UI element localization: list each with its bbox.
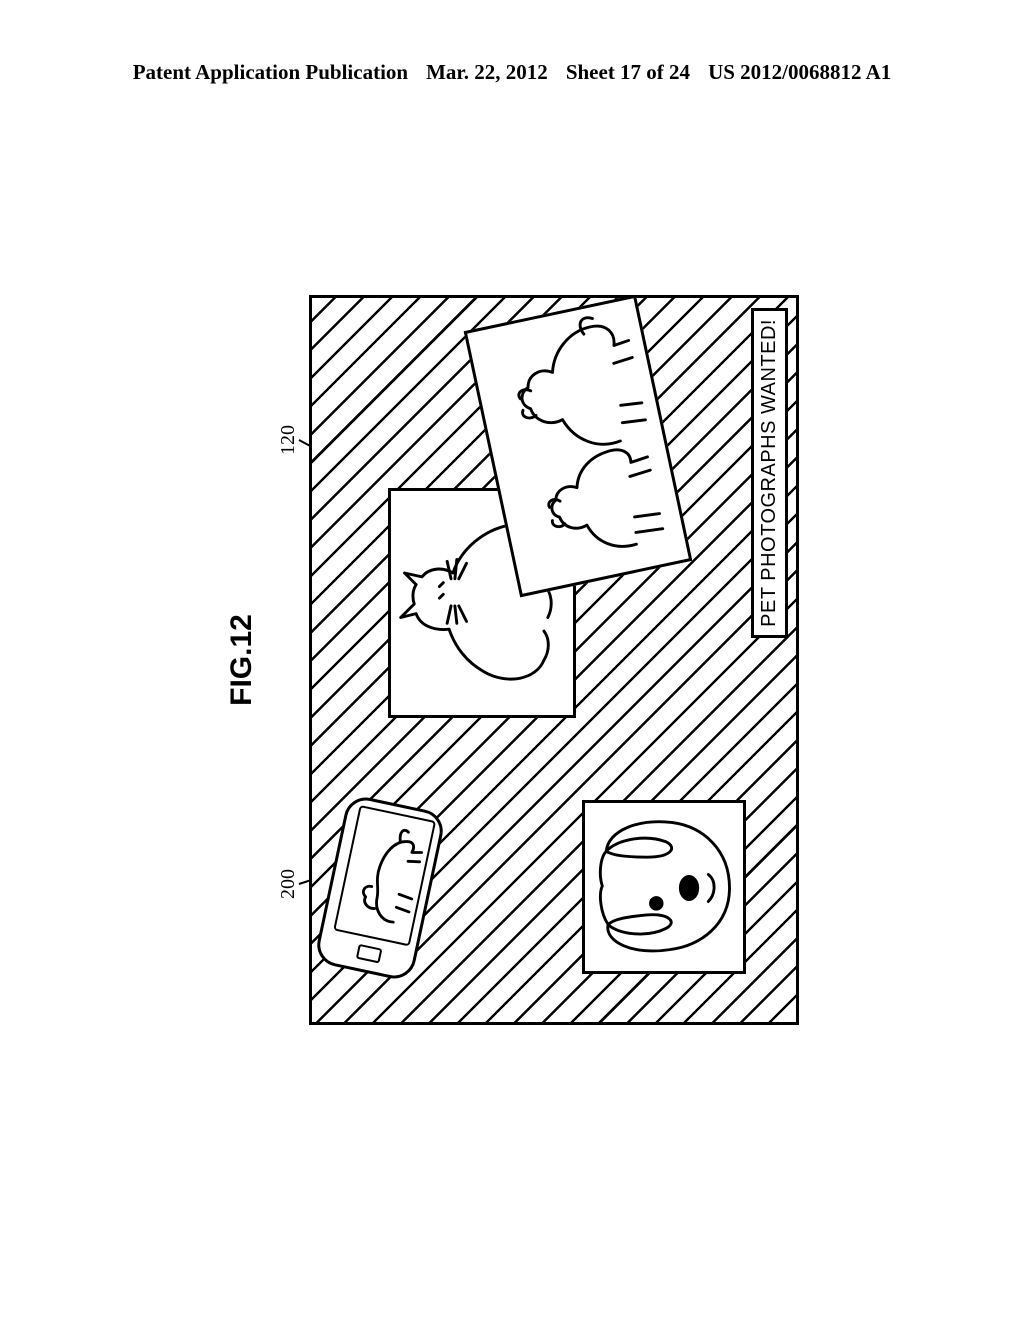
phone-screen	[333, 805, 436, 946]
figure-label: FIG.12	[225, 295, 259, 1025]
ref-numeral-device: 200	[277, 869, 300, 899]
dog-face-sketch	[585, 803, 743, 971]
bulletin-board: PET PHOTOGRAPHS WANTED!	[309, 295, 799, 1025]
ref-numeral-board: 120	[277, 425, 300, 455]
banner-label: PET PHOTOGRAPHS WANTED!	[751, 308, 788, 638]
phone-screen-dog-sketch	[336, 807, 434, 944]
header-date: Mar. 22, 2012	[426, 60, 548, 85]
figure-rotated-container: FIG.12 200 120	[225, 295, 799, 1025]
page-header: Patent Application Publication Mar. 22, …	[0, 60, 1024, 85]
leader-row: 200 120	[273, 295, 307, 1025]
header-pubno: US 2012/0068812 A1	[708, 60, 891, 85]
phone-home-button	[356, 944, 383, 964]
page: Patent Application Publication Mar. 22, …	[0, 0, 1024, 1320]
header-left: Patent Application Publication	[133, 60, 408, 85]
header-sheet: Sheet 17 of 24	[566, 60, 690, 85]
photo-dog-face	[582, 800, 746, 974]
